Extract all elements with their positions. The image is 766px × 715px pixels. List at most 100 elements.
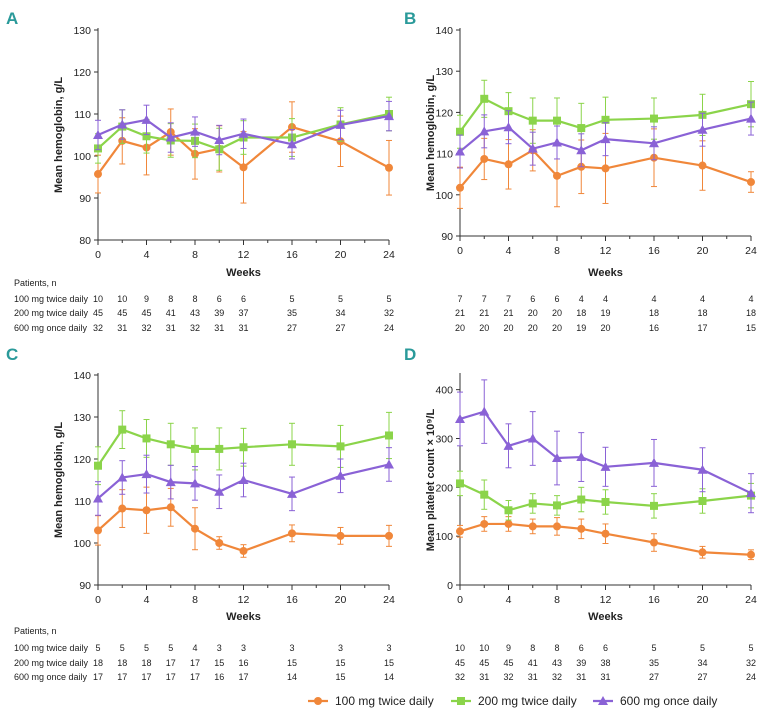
x-tick-label: 16 <box>648 594 660 606</box>
y-tick-label: 140 <box>73 370 91 382</box>
data-point <box>141 469 152 479</box>
data-point <box>166 440 175 449</box>
data-point <box>479 126 490 136</box>
patients-count: 20 <box>479 323 489 333</box>
patients-count: 17 <box>190 658 200 668</box>
data-point <box>601 529 610 538</box>
y-tick-label: 100 <box>73 538 91 550</box>
patients-count: 41 <box>166 308 176 318</box>
patients-count: 21 <box>479 308 489 318</box>
patients-count: 7 <box>457 294 462 304</box>
patients-row-label: 100 mg twice daily <box>14 643 89 653</box>
y-tick-label: 110 <box>436 149 453 161</box>
data-point <box>746 488 756 498</box>
patients-count: 32 <box>384 308 394 318</box>
patients-count: 5 <box>144 643 149 653</box>
data-point <box>288 440 296 449</box>
x-tick-label: 16 <box>286 249 298 261</box>
patients-count: 37 <box>238 308 248 318</box>
x-tick-label: 20 <box>697 245 709 257</box>
patients-count: 4 <box>192 643 197 653</box>
patients-count: 18 <box>649 308 659 318</box>
patients-count: 7 <box>506 294 511 304</box>
legend-label: 600 mg once daily <box>620 694 717 708</box>
patients-count: 45 <box>455 658 465 668</box>
data-point <box>455 413 465 423</box>
y-tick-label: 90 <box>79 193 91 205</box>
patients-count: 8 <box>192 294 197 304</box>
series-line <box>459 117 752 153</box>
x-tick-label: 4 <box>506 245 512 257</box>
x-tick-label: 8 <box>192 594 198 606</box>
data-point <box>528 522 537 531</box>
patients-count: 21 <box>503 308 513 318</box>
data-point <box>93 130 103 139</box>
series-line <box>459 522 752 556</box>
patients-count: 6 <box>241 294 246 304</box>
patients-count: 32 <box>503 672 513 682</box>
data-point <box>649 138 659 148</box>
panel-b: B 90 100 110 120 130 140 0 4 8 12 16 20 24 Weeks Mean h… <box>404 9 757 333</box>
data-point <box>385 163 393 172</box>
data-point <box>553 522 561 531</box>
patients-header: Patients, n <box>14 626 57 636</box>
data-point <box>94 461 102 470</box>
data-point <box>239 163 248 172</box>
patients-count: 31 <box>117 323 127 333</box>
patients-count: 10 <box>479 643 489 653</box>
data-point <box>698 497 707 505</box>
patients-row-label: 200 mg twice daily <box>14 308 89 318</box>
data-point <box>239 443 248 452</box>
data-point <box>456 479 464 488</box>
data-point <box>601 497 610 506</box>
patients-count: 5 <box>700 643 705 653</box>
x-axis-title: Weeks <box>588 267 623 279</box>
patients-count: 6 <box>603 643 608 653</box>
data-point <box>287 139 297 149</box>
x-tick-label: 8 <box>192 249 198 261</box>
y-tick-label: 110 <box>74 109 91 121</box>
patients-count: 5 <box>338 294 343 304</box>
patients-count: 39 <box>576 658 586 668</box>
patients-count: 15 <box>214 658 224 668</box>
x-tick-label: 4 <box>506 594 512 606</box>
x-tick-label: 8 <box>554 245 560 257</box>
x-tick-label: 24 <box>745 245 757 257</box>
data-point <box>142 506 151 515</box>
data-point <box>288 529 296 538</box>
data-point <box>600 461 611 471</box>
patients-count: 10 <box>455 643 465 653</box>
patients-count: 3 <box>217 643 222 653</box>
data-point <box>118 425 127 434</box>
patients-count: 24 <box>746 672 756 682</box>
data-point <box>94 526 102 535</box>
data-point <box>480 94 489 103</box>
data-point <box>527 433 538 443</box>
data-point <box>165 477 176 487</box>
patients-count: 6 <box>579 643 584 653</box>
data-point <box>747 178 755 187</box>
y-axis-title: Mean hemoglobin, g/L <box>425 75 437 191</box>
data-point <box>527 143 538 153</box>
y-axis-title: Mean platelet count × 10⁹/L <box>425 408 437 551</box>
patients-count: 27 <box>697 672 707 682</box>
data-point <box>576 145 587 155</box>
series-line <box>459 482 752 512</box>
x-tick-label: 12 <box>600 245 612 257</box>
patients-count: 20 <box>552 308 562 318</box>
patients-count: 20 <box>552 323 562 333</box>
patients-count: 31 <box>238 323 248 333</box>
patients-count: 14 <box>287 672 297 682</box>
legend-label: 100 mg twice daily <box>335 694 434 708</box>
x-tick-label: 8 <box>554 594 560 606</box>
data-point <box>190 126 200 136</box>
patients-count: 17 <box>697 323 707 333</box>
y-tick-label: 130 <box>435 66 453 78</box>
data-point <box>142 132 151 141</box>
y-tick-label: 120 <box>73 67 91 79</box>
legend: 100 mg twice daily 200 mg twice daily 600 … <box>308 694 717 708</box>
patients-count: 31 <box>528 672 538 682</box>
x-tick-label: 0 <box>457 245 463 257</box>
patients-count: 5 <box>748 643 753 653</box>
patients-header: Patients, n <box>14 278 57 288</box>
